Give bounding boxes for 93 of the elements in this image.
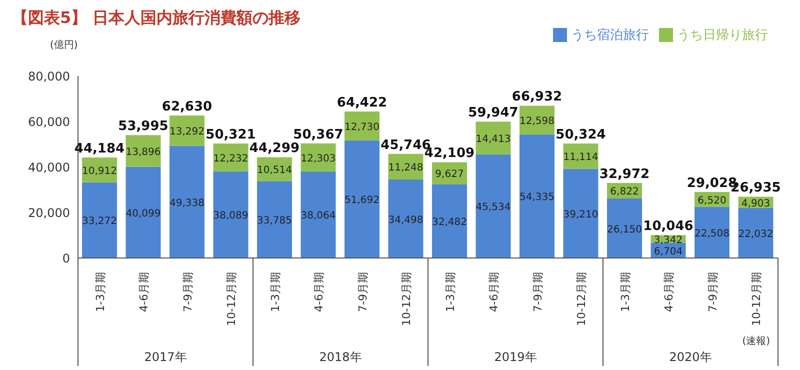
data-label: 4,903 <box>741 198 770 210</box>
x-tick-label: 4-6月期 <box>312 272 326 312</box>
text: 2017年 <box>144 350 187 364</box>
chart-title: 【図表5】 日本人国内旅行消費額の推移 <box>12 8 301 29</box>
total-label: 64,422 <box>336 95 388 110</box>
bar <box>300 171 336 258</box>
data-label: 39,210 <box>563 209 598 220</box>
total-label: 50,367 <box>293 127 344 142</box>
data-label: 12,232 <box>213 153 248 164</box>
x-tick-label: 1-3月期 <box>94 272 107 312</box>
bar <box>738 208 774 258</box>
data-label: 10,514 <box>257 165 292 176</box>
bar <box>476 122 511 154</box>
x-tick-label: 4-6月期 <box>138 272 151 312</box>
data-label: 45,534 <box>476 202 511 214</box>
bar <box>126 166 161 258</box>
data-label: 33,272 <box>82 216 117 228</box>
y-tick-label: 20,000 <box>28 206 70 220</box>
data-label: 12,598 <box>520 116 554 128</box>
x-tick-label: 10-12月期 <box>575 272 588 326</box>
bar <box>432 184 467 258</box>
bar <box>344 140 380 258</box>
x-tick-label: 1-3月期 <box>618 272 632 312</box>
x-tick-label: 7-9月期 <box>706 272 720 312</box>
data-label: 11,248 <box>388 162 424 174</box>
data-label: 32,482 <box>432 217 467 228</box>
total-label: 53,995 <box>118 119 168 134</box>
bar <box>213 144 248 172</box>
data-label: 9,627 <box>435 169 464 180</box>
data-label: 11,114 <box>563 152 598 164</box>
text: (速報) <box>742 335 770 347</box>
bar <box>563 144 598 169</box>
bar <box>213 171 248 258</box>
x-tick-label: 7-9月期 <box>531 272 544 312</box>
bar <box>82 182 117 258</box>
text: 2019年 <box>494 350 537 364</box>
bar <box>257 181 292 258</box>
bar <box>170 146 204 258</box>
bar <box>388 180 424 258</box>
bar <box>126 135 161 167</box>
data-label: 51,692 <box>344 195 380 206</box>
total-label: 50,324 <box>556 128 606 143</box>
data-label: 13,896 <box>126 146 161 158</box>
legend-label: うち日帰り旅行 <box>677 28 768 43</box>
legend-label: うち宿泊旅行 <box>571 28 649 43</box>
bar <box>694 206 730 258</box>
data-label: 6,822 <box>610 186 639 198</box>
data-label: 22,508 <box>694 228 730 240</box>
bar <box>476 154 511 258</box>
total-label: 32,972 <box>599 166 650 182</box>
total-label: 10,046 <box>643 219 694 234</box>
y-tick-label: 40,000 <box>28 160 70 174</box>
data-label: 26,150 <box>607 224 642 236</box>
bar <box>520 134 554 258</box>
total-label: 66,932 <box>512 90 562 105</box>
data-label: 38,064 <box>300 210 336 222</box>
data-label: 6,520 <box>698 195 726 206</box>
data-label: 12,303 <box>300 153 336 164</box>
x-tick-label: 10-12月期 <box>750 272 764 326</box>
data-label: 33,785 <box>257 216 292 227</box>
text: 2018年 <box>319 350 362 364</box>
x-tick-label: 4-6月期 <box>662 272 676 312</box>
data-label: 34,498 <box>388 214 424 226</box>
data-label: 14,413 <box>476 134 511 146</box>
total-label: 44,299 <box>249 141 300 156</box>
data-label: 38,089 <box>213 210 248 222</box>
y-axis-title: (億円) <box>50 38 78 52</box>
bar <box>563 168 598 258</box>
data-label: 49,338 <box>170 198 204 209</box>
y-tick-label: 80,000 <box>28 69 70 84</box>
text: 2020年 <box>669 350 712 364</box>
bar <box>170 116 204 146</box>
x-tick-label: 4-6月期 <box>488 272 501 312</box>
x-tick-label: 10-12月期 <box>225 272 238 326</box>
total-label: 59,947 <box>468 106 518 121</box>
x-tick-label: 1-3月期 <box>268 272 282 312</box>
y-tick-label: 0 <box>62 251 70 266</box>
data-label: 10,912 <box>82 166 117 177</box>
x-tick-label: 1-3月期 <box>444 272 457 312</box>
total-label: 50,321 <box>206 128 256 143</box>
data-label: 54,335 <box>520 192 554 204</box>
data-label: 22,032 <box>738 228 774 240</box>
x-tick-label: 7-9月期 <box>181 272 194 312</box>
x-tick-label: 7-9月期 <box>356 272 370 312</box>
bar <box>344 111 380 140</box>
bar <box>607 198 642 258</box>
data-label: 12,730 <box>344 122 380 133</box>
data-label: 13,292 <box>170 126 204 138</box>
total-label: 62,630 <box>162 100 212 115</box>
data-label: 6,704 <box>654 246 683 258</box>
data-label: 40,099 <box>126 208 161 220</box>
x-tick-label: 10-12月期 <box>400 272 414 326</box>
y-tick-label: 60,000 <box>28 114 70 129</box>
